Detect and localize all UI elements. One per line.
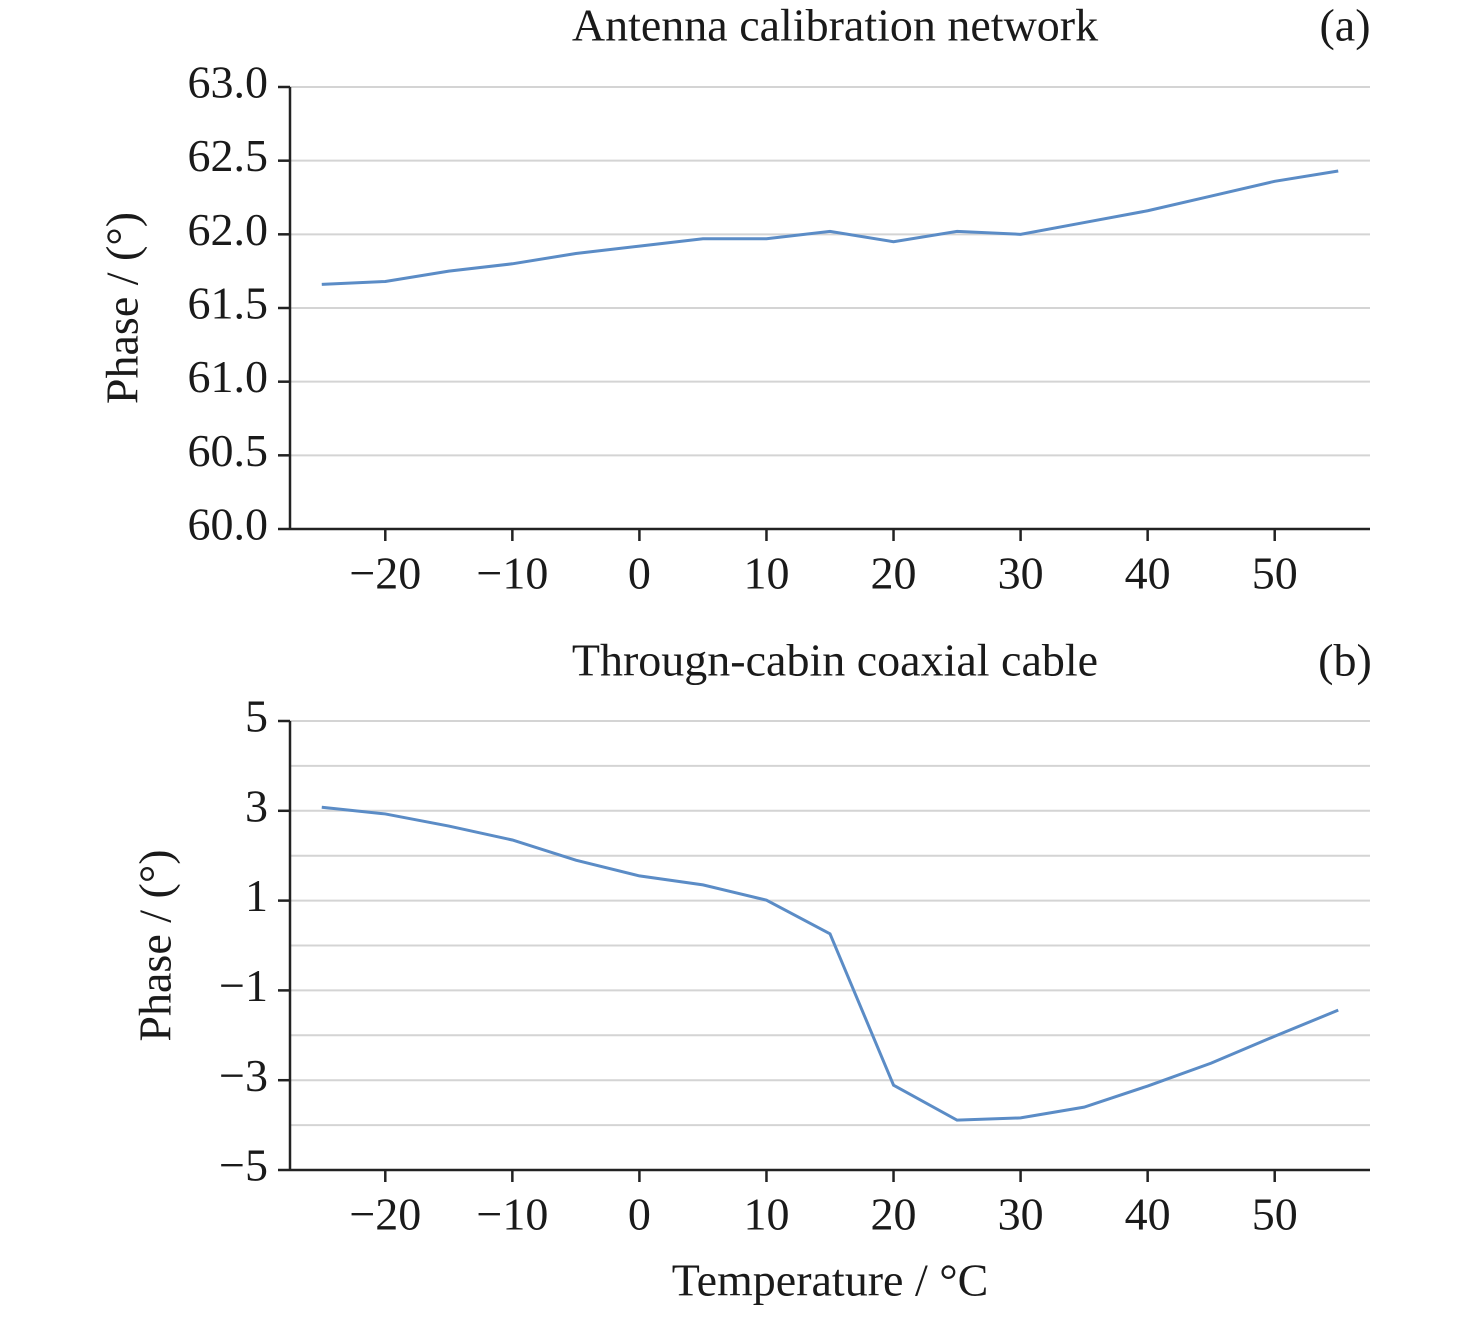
x-tick-label: 10	[743, 548, 789, 599]
x-tick-label: 0	[628, 548, 651, 599]
x-tick-label: −20	[349, 1189, 421, 1240]
y-tick-label: 5	[245, 691, 268, 742]
x-tick-label: 40	[1125, 1189, 1171, 1240]
x-tick-label: 30	[998, 548, 1044, 599]
y-tick-label: −1	[219, 960, 268, 1011]
x-tick-label: 50	[1252, 548, 1298, 599]
x-tick-label: −10	[476, 1189, 548, 1240]
x-tick-label: 10	[743, 1189, 789, 1240]
x-tick-label: 40	[1125, 548, 1171, 599]
y-tick-label: 1	[245, 870, 268, 921]
data-line	[321, 169, 1339, 286]
y-tick-label: 62.0	[188, 204, 269, 255]
y-tick-label: 3	[245, 780, 268, 831]
y-tick-label: 60.5	[188, 425, 269, 476]
data-line	[321, 805, 1339, 1122]
x-tick-label: 0	[628, 1189, 651, 1240]
panel-label: (a)	[1319, 0, 1370, 51]
chart-title: Antenna calibration network	[572, 0, 1098, 51]
x-tick-label: −20	[349, 548, 421, 599]
y-tick-label: 63.0	[188, 57, 269, 108]
x-tick-label: 50	[1252, 1189, 1298, 1240]
x-tick-label: 30	[998, 1189, 1044, 1240]
x-tick-label: −10	[476, 548, 548, 599]
x-tick-label: 20	[871, 1189, 917, 1240]
y-tick-label: 62.5	[188, 130, 269, 181]
y-tick-label: 61.0	[188, 351, 269, 402]
chart-title: Througn-cabin coaxial cable	[572, 635, 1098, 686]
y-tick-label: 60.0	[188, 499, 269, 550]
y-tick-label: 61.5	[188, 278, 269, 329]
y-tick-label: −3	[219, 1050, 268, 1101]
x-tick-label: 20	[871, 548, 917, 599]
x-axis-label: Temperature / °C	[672, 1255, 989, 1306]
y-tick-label: −5	[219, 1140, 268, 1191]
y-axis-label: Phase / (°)	[130, 849, 181, 1041]
panel-label: (b)	[1318, 635, 1372, 686]
y-axis-label: Phase / (°)	[97, 212, 148, 404]
